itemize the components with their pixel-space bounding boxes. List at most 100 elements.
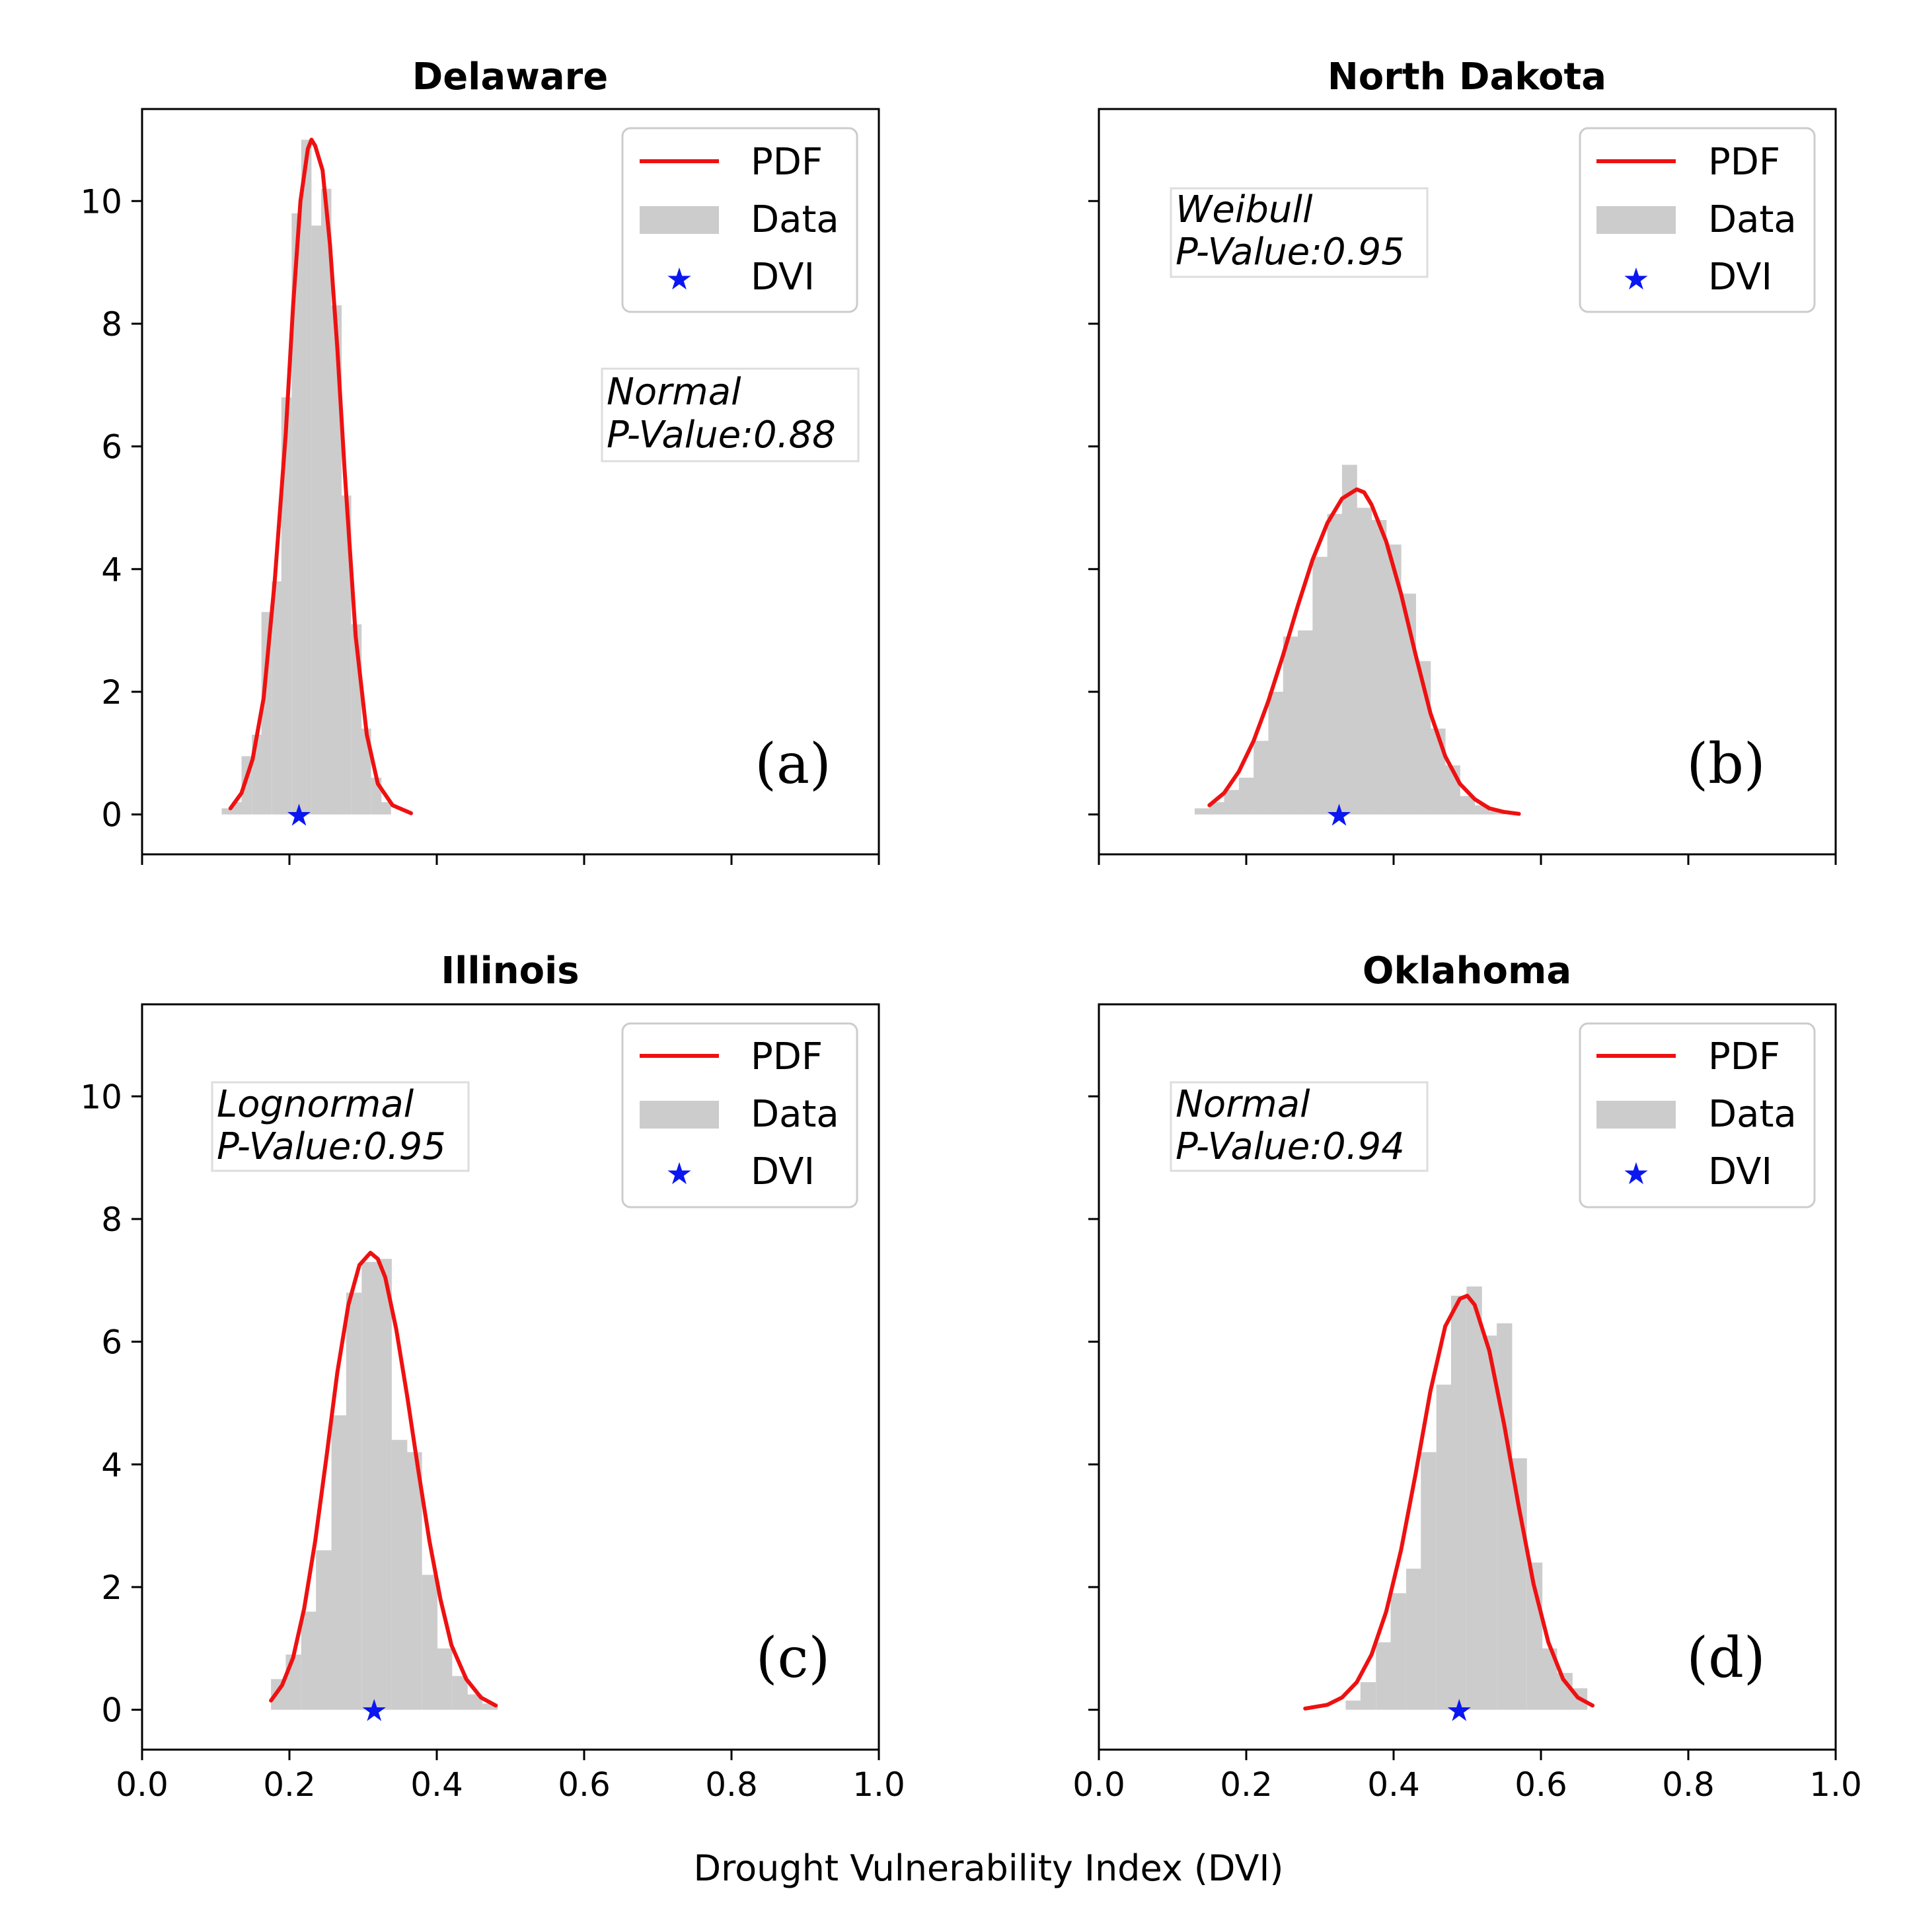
legend: PDF Data ★ DVI [621,127,858,313]
fit-distribution: Normal [1176,1083,1310,1126]
legend-dvi-label: DVI [1708,1150,1772,1193]
dvi-marker: ★ [1446,1693,1473,1728]
histogram-bar [331,1415,347,1710]
y-tick-label: 10 [80,182,122,221]
y-tick-label: 2 [101,1569,122,1607]
histogram-bar [437,1648,453,1710]
fit-p-value: P-Value:0.88 [607,414,836,457]
fit-p-value: P-Value:0.95 [1176,231,1405,274]
axes-frame [141,1003,880,1751]
y-tick-label: 2 [101,673,122,712]
histogram-bar [1268,691,1284,815]
histogram-bar [1460,796,1476,815]
panel-north-dakota: North Dakota ★ PDF Data ★ DVI Weibull P-… [1088,56,1837,865]
histogram-bar [1298,630,1313,815]
y-tick-label: 0 [101,796,122,835]
histogram-bar [1312,556,1328,815]
panel-label: (c) [756,1625,831,1690]
histogram-bar [1376,1642,1392,1710]
panel-label: (d) [1686,1625,1765,1690]
histogram-bar [376,1259,392,1710]
x-tick-label: 1.0 [1809,1765,1862,1804]
histogram-bar [291,213,302,815]
histogram-bar [272,581,282,815]
histogram-bar [361,1261,377,1710]
pdf-line [1303,1294,1595,1711]
histogram-bar [1371,520,1387,815]
histogram-bar [1405,1569,1422,1710]
histogram-bar [482,1703,498,1710]
histogram-bar [1357,507,1372,815]
x-tick-label: 0.6 [558,1765,611,1804]
histogram-bar [1489,811,1505,815]
histogram-bar [1390,1593,1406,1710]
panel-title: Illinois [441,949,579,992]
y-tick-label: 4 [101,550,122,589]
histogram-bar [391,1440,408,1710]
histogram-bar [1327,513,1343,815]
histogram-bar [1481,1335,1497,1710]
panel-oklahoma: Oklahoma ★ 0.0 0.2 0.4 0.6 0.8 1.0 PDF Data ★ … [1072,949,1862,1804]
x-tick-label: 0.6 [1515,1765,1567,1804]
panel-delaware: Delaware ★ 0 2 4 6 8 10 PDF Data ★ DVI Normal … [80,56,880,865]
histogram-bar [1436,1384,1452,1710]
histogram-bar [406,1452,422,1710]
panel-title: Delaware [412,56,609,98]
histogram-bar [221,808,232,815]
legend-data-label: Data [1708,1093,1797,1136]
legend-data-label: Data [751,198,839,241]
legend-dvi-marker: ★ [1622,1156,1649,1191]
fit-distribution: Weibull [1176,188,1313,231]
histogram-bar [1421,1452,1437,1710]
histogram-bar [1209,802,1225,815]
x-tick-label: 0.4 [410,1765,463,1804]
histogram-bar [316,1550,332,1710]
histogram-bar [301,139,312,815]
dvi-marker: ★ [361,1693,388,1728]
dvi-marker: ★ [285,798,313,833]
histogram-bar [1341,464,1357,815]
legend-pdf-label: PDF [751,141,823,184]
histogram-bar [1254,741,1269,815]
histogram-bar [1386,544,1402,815]
legend-pdf-label: PDF [1708,141,1780,184]
y-tick-label: 0 [101,1691,122,1730]
histogram-bar [1466,1286,1482,1710]
histogram-bar [1360,1682,1376,1710]
pdf-line [228,137,413,815]
legend-pdf-label: PDF [751,1035,823,1078]
legend: PDF Data ★ DVI [1579,1022,1816,1208]
legend-dvi-marker: ★ [665,1156,693,1191]
x-tick-label: 0.2 [263,1765,316,1804]
legend-data-swatch [640,206,719,234]
legend: PDF Data ★ DVI [621,1022,858,1208]
histogram-bar [281,397,292,815]
fit-distribution: Lognormal [217,1083,414,1126]
legend-frame [1579,127,1816,313]
fit-p-value: P-Value:0.95 [217,1125,446,1168]
histogram-bar [331,305,342,815]
y-tick-label: 8 [101,1201,122,1239]
y-tick-label: 6 [101,1323,122,1362]
histogram-bar [1557,1672,1573,1710]
axes-frame [141,108,880,856]
fit-annotation: Lognormal P-Value:0.95 [211,1081,470,1172]
pdf-line [269,1251,498,1708]
legend-dvi-label: DVI [751,256,815,299]
histogram-bar [1345,1700,1361,1710]
histogram-bar [1224,790,1240,815]
x-tick-label: 0.0 [116,1765,169,1804]
legend: PDF Data ★ DVI [1579,127,1816,313]
histogram-bar [1511,1458,1527,1710]
histogram-bar [285,1654,301,1710]
histogram-bar [1450,1295,1467,1710]
histogram-bar [1283,636,1298,815]
panel-label: (a) [755,731,831,796]
histogram-bar [311,225,322,815]
fit-annotation-frame [1170,187,1429,278]
x-tick-label: 0.0 [1072,1765,1125,1804]
legend-data-label: Data [751,1093,839,1136]
fit-annotation-frame [601,367,860,463]
histogram-bar [452,1676,468,1710]
legend-dvi-label: DVI [751,1150,815,1193]
